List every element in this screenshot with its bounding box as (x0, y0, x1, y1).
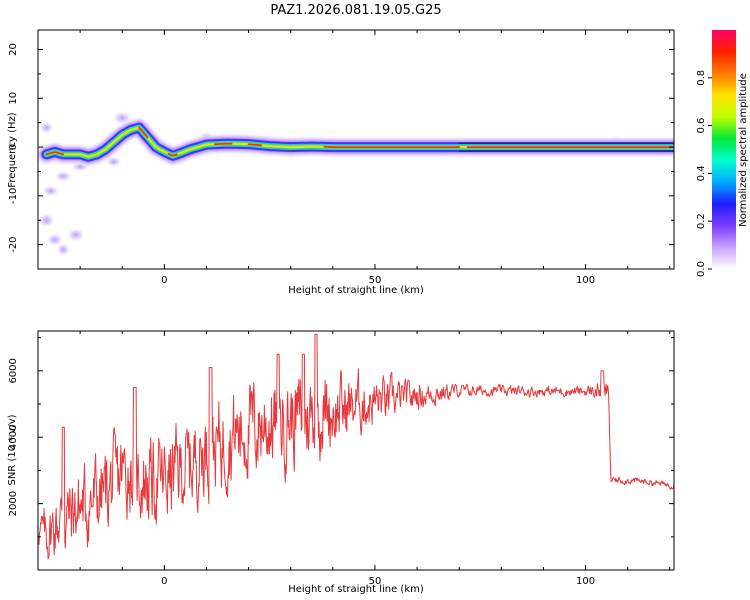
snr-area (38, 333, 674, 560)
spectrogram-ytick-label: -10 (8, 188, 19, 204)
spectrogram-blob-core (111, 160, 116, 164)
spectrogram-ytick-label: 20 (8, 43, 19, 56)
spectrogram-ridge (38, 118, 674, 166)
ridge-hot-segment (45, 150, 65, 156)
spectrogram-area (38, 113, 674, 255)
ridge-hot-segment (214, 142, 233, 146)
spectrogram-ticks: 0 50 100 -20 -10 0 10 20 (8, 30, 674, 286)
figure-title: PAZ1.2026.081.19.05.G25 (270, 3, 441, 18)
spectrogram-blob-core (120, 116, 125, 120)
ridge-hot-segment (167, 153, 178, 157)
spectrogram-ytick-label: 0 (8, 144, 19, 150)
colorbar: 0.0 0.2 0.4 0.6 0.8 Normalized spectral ampl… (696, 30, 749, 277)
snr-xtick-label: 50 (369, 576, 382, 587)
colorbar-tick-label: 0.2 (696, 213, 707, 229)
spectrogram-xtick-label: 50 (369, 275, 382, 286)
snr-xtick-label: 100 (576, 576, 595, 587)
colorbar-tick-label: 0.4 (696, 165, 707, 181)
ridge-hot-segment (247, 143, 263, 147)
colorbar-label: Normalized spectral amplitude (738, 73, 749, 227)
colorbar-tick-label: 0.0 (696, 261, 707, 277)
snr-xlabel: Height of straight line (km) (288, 584, 424, 595)
snr-ytick-label: 4000 (8, 424, 19, 449)
snr-frame (37, 330, 675, 571)
spectrogram-xtick-label: 0 (161, 275, 167, 286)
spectrogram-xtick-label: 100 (576, 275, 595, 286)
snr-ytick-label: 2000 (8, 491, 19, 516)
spectrogram-frame (37, 29, 675, 270)
snr-panel: 0 50 100 2000 4000 6000 Height of straight li… (7, 330, 675, 595)
spectrogram-blob-core (73, 233, 78, 237)
spectrogram-ylabel: Frequency (Hz) (7, 112, 18, 188)
colorbar-ticks: 0.0 0.2 0.4 0.6 0.8 (696, 70, 712, 277)
colorbar-bar (712, 30, 736, 269)
snr-ticks: 0 50 100 2000 4000 6000 (8, 331, 674, 587)
ridge-hot-segment (138, 126, 149, 139)
spectrogram-blob-core (44, 126, 49, 130)
spectrogram-blob-core (52, 238, 57, 242)
colorbar-tick-label: 0.8 (696, 70, 707, 86)
spectrogram-blob-core (48, 189, 53, 193)
colorbar-tick-label: 0.6 (696, 118, 707, 134)
snr-series-line (38, 333, 674, 560)
spectrogram-ytick-label: -20 (8, 236, 19, 252)
snr-ylabel: SNR (10 * v/v) (7, 414, 18, 485)
spectrogram-ytick-label: 10 (8, 92, 19, 105)
spectrogram-blob-core (78, 165, 83, 169)
spectrogram-blob-core (61, 174, 66, 178)
spectrogram-blob-core (44, 218, 49, 222)
snr-xtick-label: 0 (161, 576, 167, 587)
spectrogram-panel: 0 50 100 -20 -10 0 10 20 Height of straight lin… (7, 29, 675, 296)
spectrogram-xlabel: Height of straight line (km) (288, 285, 424, 296)
snr-ytick-label: 6000 (8, 358, 19, 383)
spectrogram-blob-core (61, 247, 66, 251)
